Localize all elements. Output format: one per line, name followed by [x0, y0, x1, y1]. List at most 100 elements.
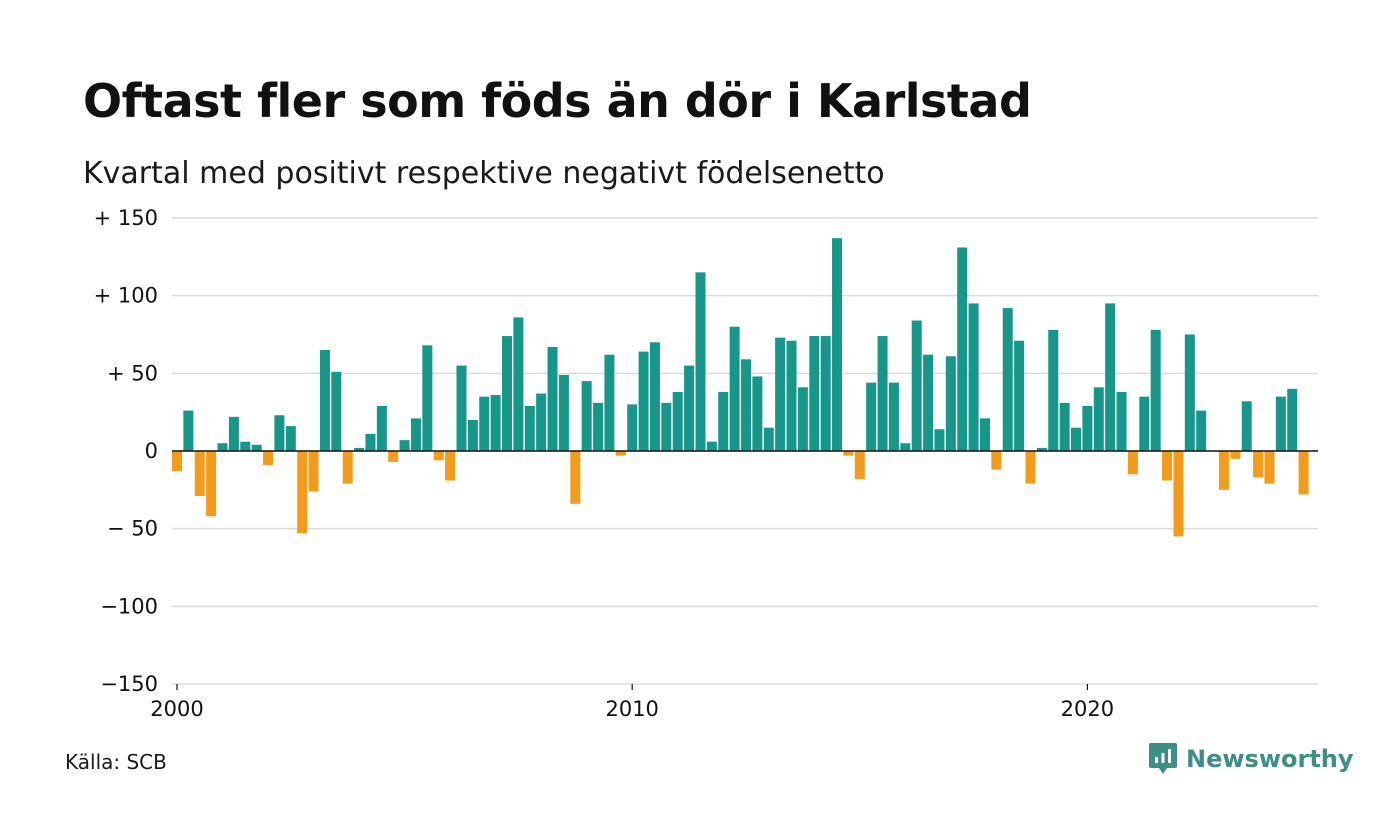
- bar: [240, 441, 251, 451]
- bar: [1082, 405, 1093, 451]
- bar: [513, 317, 524, 451]
- y-tick-label: + 100: [94, 284, 158, 308]
- bar: [843, 451, 854, 456]
- bar: [1036, 447, 1047, 451]
- chart-subtitle: Kvartal med positivt respektive negativt…: [83, 156, 885, 191]
- bar: [1105, 303, 1116, 451]
- bar: [786, 340, 797, 451]
- bar: [433, 451, 444, 461]
- bar: [797, 387, 808, 451]
- bar: [900, 443, 911, 451]
- bar: [672, 391, 683, 451]
- x-tick-label: 2020: [1061, 697, 1114, 721]
- bar: [934, 429, 945, 451]
- bar: [274, 415, 285, 451]
- bar: [536, 393, 547, 451]
- y-tick-label: −150: [100, 672, 158, 696]
- bar: [729, 326, 740, 451]
- bar: [1162, 451, 1173, 481]
- y-tick-label: + 150: [94, 206, 158, 230]
- bar: [1002, 308, 1013, 451]
- bar: [183, 410, 194, 451]
- bar: [1093, 387, 1104, 451]
- chart-title: Oftast fler som föds än dör i Karlstad: [83, 74, 1032, 128]
- bar: [217, 443, 228, 451]
- bar: [1287, 388, 1298, 451]
- bar: [445, 451, 456, 481]
- brand: Newsworthy: [1148, 742, 1354, 776]
- bar: [285, 426, 296, 451]
- bar: [763, 427, 774, 451]
- bar: [388, 451, 399, 462]
- bar: [399, 440, 410, 451]
- bar: [502, 336, 513, 451]
- bar: [1218, 451, 1229, 490]
- bar: [1298, 451, 1309, 495]
- bar: [263, 451, 274, 465]
- bar: [957, 247, 968, 451]
- bar: [706, 441, 717, 451]
- bar: [1241, 401, 1252, 451]
- y-tick-label: −100: [100, 594, 158, 618]
- bar: [1264, 451, 1275, 484]
- bar: [911, 320, 922, 451]
- bar: [354, 447, 365, 451]
- bar: [718, 391, 729, 451]
- brand-name: Newsworthy: [1186, 745, 1354, 773]
- bar: [661, 402, 672, 451]
- y-axis-ticks: + 150 + 100 + 50 0 − 50 −100 −150: [94, 206, 158, 696]
- y-tick-label: 0: [145, 439, 158, 463]
- bar: [456, 365, 467, 451]
- bar: [832, 238, 843, 451]
- bar: [172, 451, 182, 472]
- bar: [365, 433, 376, 451]
- bar: [581, 381, 592, 451]
- x-axis-ticks: 2000 2010 2020: [150, 684, 1114, 721]
- bar: [684, 365, 695, 451]
- bar: [479, 396, 490, 451]
- bar: [490, 395, 501, 451]
- bar: [649, 342, 660, 451]
- bar: [945, 356, 956, 451]
- bar: [1025, 451, 1036, 484]
- bar: [752, 376, 763, 451]
- bar: [854, 451, 865, 479]
- bar: [1196, 410, 1207, 451]
- bar: [1173, 451, 1184, 537]
- bar: [467, 419, 478, 451]
- bar: [604, 354, 615, 451]
- y-tick-label: − 50: [107, 517, 158, 541]
- bar: [593, 402, 604, 451]
- bar: [570, 451, 581, 504]
- bar: [206, 451, 217, 517]
- bar: [547, 346, 558, 451]
- bar: [877, 336, 888, 451]
- source-note: Källa: SCB: [65, 750, 167, 774]
- bar: [297, 451, 308, 534]
- bar: [1150, 329, 1161, 451]
- bar: [775, 337, 786, 451]
- bar: [319, 350, 330, 451]
- bar: [308, 451, 319, 492]
- bar: [1059, 402, 1070, 451]
- bar: [558, 374, 569, 451]
- bar: [524, 405, 535, 451]
- bar: [638, 351, 649, 451]
- bar: [968, 303, 979, 451]
- bar: [1253, 451, 1264, 478]
- bar: [410, 418, 421, 451]
- bar: [376, 405, 387, 451]
- bar: [228, 416, 239, 451]
- bar: [1116, 391, 1127, 451]
- newsworthy-logo-icon: [1149, 743, 1177, 774]
- bar: [695, 272, 706, 451]
- bar: [991, 451, 1002, 470]
- bar: [820, 336, 831, 451]
- bar: [1139, 396, 1150, 451]
- bar: [422, 345, 433, 451]
- bar: [331, 371, 342, 451]
- bar: [923, 354, 934, 451]
- bar: [1014, 340, 1025, 451]
- bar: [1230, 451, 1241, 459]
